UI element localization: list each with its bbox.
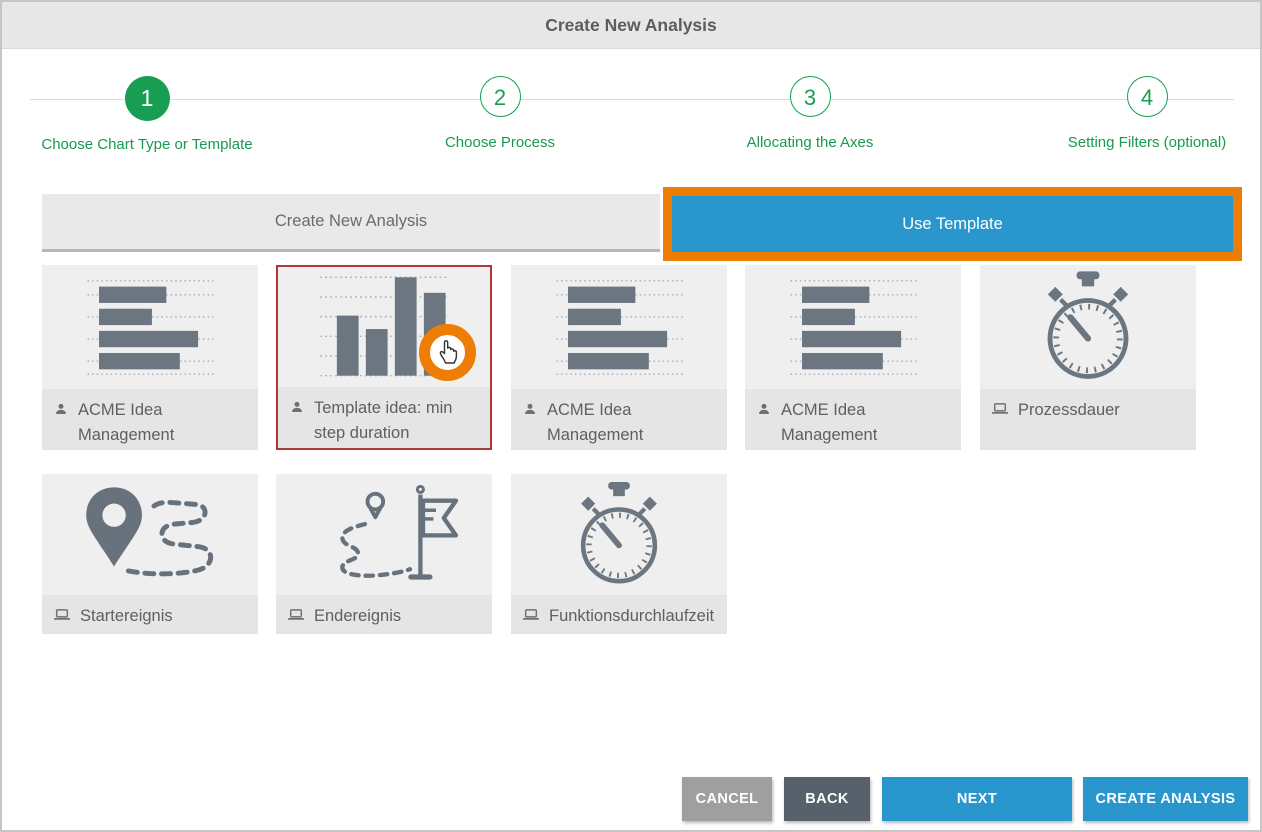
horizontal-bar-chart-icon (745, 265, 961, 389)
route-end-flag-icon (276, 474, 492, 595)
card-label: Funktionsdurchlaufzeit (549, 607, 715, 625)
card-label: Template idea: min step duration (314, 399, 453, 442)
card-label: Startereignis (80, 607, 173, 625)
template-card-startereignis[interactable]: Startereignis (42, 474, 258, 634)
template-card-min-step-duration[interactable]: Template idea: min step duration (276, 265, 492, 450)
computer-icon (991, 402, 1009, 420)
template-card-acme-idea-1[interactable]: ACME Idea Management (42, 265, 258, 450)
person-icon (523, 402, 537, 421)
person-icon (290, 400, 304, 419)
step-3-label: Allocating the Axes (746, 134, 874, 151)
card-footer: Endereignis (276, 595, 492, 634)
step-4-label: Setting Filters (optional) (1067, 134, 1227, 151)
template-card-endereignis[interactable]: Endereignis (276, 474, 492, 634)
create-analysis-button[interactable]: CREATE ANALYSIS (1083, 777, 1248, 821)
template-card-prozessdauer[interactable]: Prozessdauer (980, 265, 1196, 450)
click-indicator-ring (419, 324, 476, 381)
step-2-label: Choose Process (444, 134, 556, 151)
use-template-highlight-frame: Use Template (663, 187, 1242, 261)
dialog-title: Create New Analysis (545, 14, 717, 35)
person-icon (757, 402, 771, 421)
stopwatch-icon (980, 265, 1196, 389)
vertical-bar-chart-icon (278, 267, 490, 387)
template-card-funktionsdurchlaufzeit[interactable]: Funktionsdurchlaufzeit (511, 474, 727, 634)
card-footer: Prozessdauer (980, 389, 1196, 450)
step-4-circle: 4 (1126, 76, 1168, 117)
card-label: Prozessdauer (1018, 401, 1120, 419)
hand-cursor-icon (433, 335, 463, 370)
card-footer: Funktionsdurchlaufzeit (511, 595, 727, 634)
dialog-header: Create New Analysis (2, 2, 1260, 49)
card-footer: ACME Idea Management (42, 389, 258, 450)
cancel-button[interactable]: CANCEL (682, 777, 772, 821)
step-1-label: Choose Chart Type or Template (41, 136, 253, 153)
tab-create-new-analysis[interactable]: Create New Analysis (42, 194, 660, 252)
card-footer: ACME Idea Management (745, 389, 961, 450)
horizontal-bar-chart-icon (42, 265, 258, 389)
card-label: ACME Idea Management (78, 401, 175, 444)
step-3-allocating-axes[interactable]: 3 Allocating the Axes (690, 76, 930, 151)
next-button[interactable]: NEXT (882, 777, 1072, 821)
template-card-acme-idea-2[interactable]: ACME Idea Management (511, 265, 727, 450)
back-button[interactable]: BACK (784, 777, 870, 821)
step-3-circle: 3 (789, 76, 831, 117)
card-footer: Template idea: min step duration (278, 387, 490, 448)
horizontal-bar-chart-icon (511, 265, 727, 389)
tab-use-template[interactable]: Use Template (672, 196, 1233, 252)
template-card-acme-idea-3[interactable]: ACME Idea Management (745, 265, 961, 450)
route-start-pin-icon (42, 474, 258, 595)
card-footer: ACME Idea Management (511, 389, 727, 450)
stopwatch-icon (511, 474, 727, 595)
computer-icon (522, 608, 540, 626)
card-label: Endereignis (314, 607, 402, 625)
step-1-circle: 1 (124, 76, 170, 121)
card-footer: Startereignis (42, 595, 258, 634)
step-1-choose-chart-type[interactable]: 1 Choose Chart Type or Template (27, 76, 267, 153)
computer-icon (287, 608, 305, 626)
card-label: ACME Idea Management (781, 401, 878, 444)
step-2-circle: 2 (479, 76, 521, 117)
card-label: ACME Idea Management (547, 401, 644, 444)
stepper-connector-line (30, 99, 1234, 100)
computer-icon (53, 608, 71, 626)
person-icon (54, 402, 68, 421)
step-4-setting-filters[interactable]: 4 Setting Filters (optional) (1027, 76, 1260, 151)
step-2-choose-process[interactable]: 2 Choose Process (380, 76, 620, 151)
